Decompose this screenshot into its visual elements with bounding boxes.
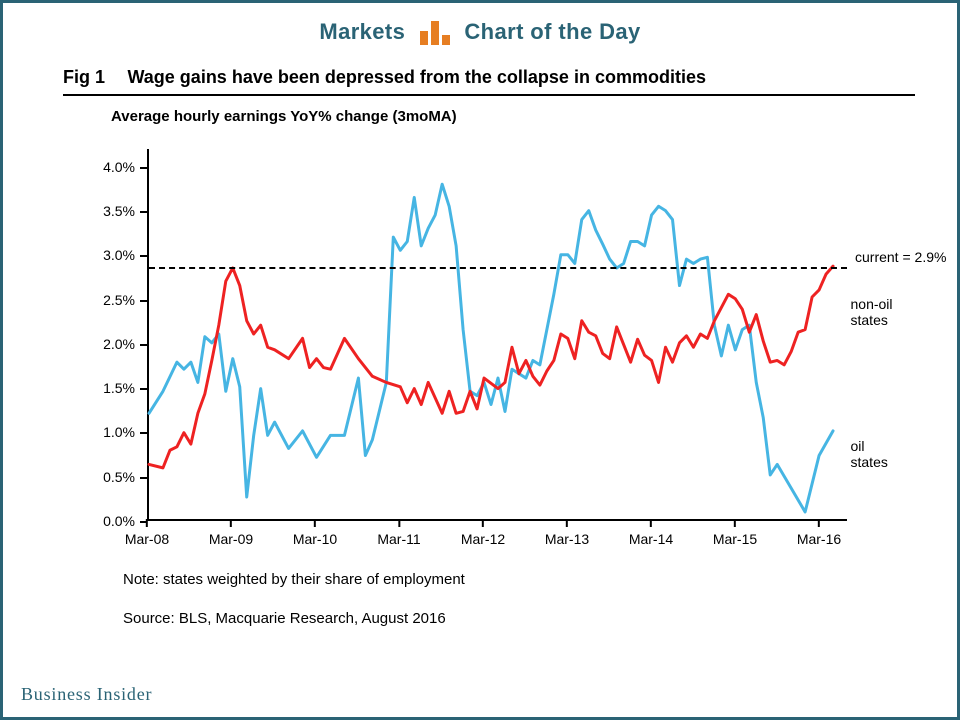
plot-region — [147, 149, 847, 521]
y-tick: 2.0% — [69, 336, 147, 352]
y-tick: 3.0% — [69, 247, 147, 263]
reference-line — [149, 267, 847, 269]
y-tick: 0.0% — [69, 513, 147, 529]
series-line — [149, 184, 833, 512]
x-tick: Mar-11 — [377, 531, 420, 545]
y-tick: 2.5% — [69, 292, 147, 308]
series-label: non-oilstates — [851, 296, 893, 328]
chart-area: 0.0% 0.5% 1.0% 1.5% 2.0% 2.5% 3.0% 3.5% 4.0% Mar-… — [69, 129, 909, 559]
header: Markets Chart of the Day — [3, 3, 957, 53]
brand-insider: Insider — [97, 684, 153, 704]
y-tick: 3.5% — [69, 203, 147, 219]
figure: Fig 1 Wage gains have been depressed fro… — [3, 53, 957, 627]
x-tick: Mar-13 — [545, 531, 589, 545]
figure-subtitle: Average hourly earnings YoY% change (3mo… — [111, 108, 925, 125]
header-cotd: Chart of the Day — [464, 19, 640, 44]
x-tick: Mar-14 — [629, 531, 673, 545]
series-line — [149, 266, 833, 468]
y-tick: 1.5% — [69, 380, 147, 396]
x-tick: Mar-10 — [293, 531, 337, 545]
figure-number: Fig 1 — [63, 67, 105, 87]
series-label: oilstates — [851, 438, 888, 470]
x-tick: Mar-08 — [125, 531, 169, 545]
brand-business: Business — [21, 684, 91, 704]
brand-logo: Business Insider — [21, 684, 152, 705]
x-tick: Mar-12 — [461, 531, 505, 545]
x-tick: Mar-09 — [209, 531, 253, 545]
figure-title-row: Fig 1 Wage gains have been depressed fro… — [63, 67, 915, 96]
figure-source: Source: BLS, Macquarie Research, August … — [123, 610, 925, 627]
header-markets: Markets — [319, 19, 405, 44]
figure-note: Note: states weighted by their share of … — [123, 571, 925, 588]
y-tick: 0.5% — [69, 469, 147, 485]
bar-chart-icon — [418, 17, 452, 45]
reference-label: current = 2.9% — [855, 249, 946, 265]
chart-card: Markets Chart of the Day Fig 1 Wage gain… — [0, 0, 960, 720]
chart-svg — [149, 149, 847, 519]
x-tick: Mar-16 — [797, 531, 841, 545]
y-tick: 4.0% — [69, 159, 147, 175]
figure-title: Wage gains have been depressed from the … — [127, 67, 706, 87]
y-tick: 1.0% — [69, 424, 147, 440]
x-tick: Mar-15 — [713, 531, 757, 545]
